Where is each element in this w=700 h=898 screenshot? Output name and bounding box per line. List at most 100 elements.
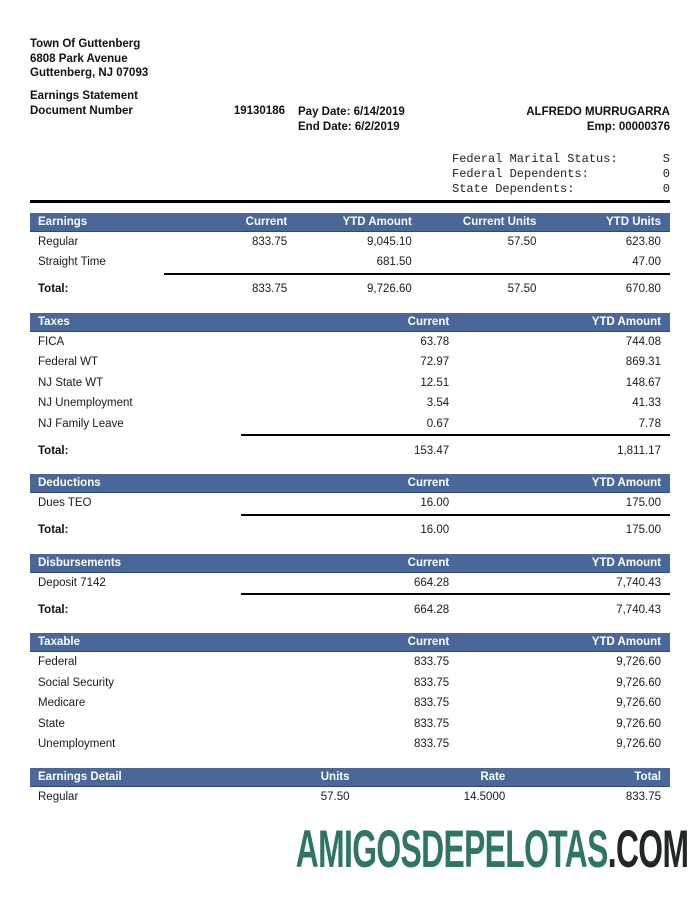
employee-number-label: Emp:	[586, 120, 616, 133]
employee-number-value: 00000376	[618, 120, 670, 133]
table-header-row: Taxes Current YTD Amount	[30, 312, 670, 332]
total-row: Total: 833.75 9,726.60 57.50 670.80	[30, 279, 670, 300]
table-header-row: Earnings Detail Units Rate Total	[30, 767, 670, 787]
earnings-detail-section: Earnings Detail Units Rate Total Regular 57.5…	[30, 767, 670, 808]
document-info-row: Document Number 19130186 Pay Date: 6/14/…	[30, 105, 670, 135]
total-value: 664.28	[413, 603, 450, 616]
cell-value: 148.67	[625, 376, 661, 389]
total-value: 175.00	[625, 524, 661, 536]
cell-value: 833.75	[413, 738, 450, 751]
total-value: 670.80	[625, 283, 661, 295]
end-date-label: End Date:	[298, 120, 352, 133]
employer-address-block: Town Of Guttenberg 6808 Park Avenue Gutt…	[30, 37, 670, 81]
cell-value: 47.00	[632, 256, 661, 269]
row-label: NJ State WT	[38, 376, 104, 389]
column-header: Deductions	[38, 477, 101, 489]
column-header: YTD Amount	[591, 477, 661, 489]
cell-value: 9,726.60	[616, 738, 661, 751]
employer-address-line2: Guttenberg, NJ 07093	[30, 67, 149, 79]
column-header: Current	[245, 215, 288, 228]
tax-status-label: State Dependents:	[452, 181, 575, 196]
cell-value: 12.51	[420, 376, 450, 389]
column-header: Current	[407, 556, 450, 569]
document-number-label: Document Number	[30, 104, 133, 117]
cell-value: 9,726.60	[616, 717, 661, 730]
cell-value: 57.50	[507, 235, 537, 248]
tax-status-value: S	[662, 151, 670, 166]
header-divider	[30, 199, 670, 203]
cell-value: 9,726.60	[616, 697, 661, 710]
tax-status-line: State Dependents: 0	[452, 182, 670, 197]
row-label: Deposit 7142	[38, 576, 106, 589]
document-number-value: 19130186	[233, 104, 285, 117]
column-header: Taxable	[38, 636, 80, 648]
tax-status-line: Federal Marital Status: S	[452, 152, 670, 167]
cell-value: 9,045.10	[367, 235, 412, 248]
table-row: NJ State WT 12.51 148.67	[30, 373, 670, 394]
pay-period-dates: Pay Date: 6/14/2019 End Date: 6/2/2019	[298, 105, 405, 135]
table-row: State 833.75 9,726.60	[30, 714, 670, 735]
total-value: 833.75	[252, 283, 288, 295]
tax-status-line: Federal Dependents: 0	[452, 167, 670, 182]
deductions-section: Deductions Current YTD Amount Dues TEO 16.00…	[30, 474, 670, 541]
table-header-row: Earnings Current YTD Amount Current Units YT…	[30, 212, 670, 232]
cell-value: 72.97	[420, 356, 450, 369]
watermark-brand-text: AMIGOSDEPELOTAS	[295, 820, 608, 879]
cell-value: 3.54	[426, 397, 450, 410]
tax-status-label: Federal Marital Status:	[452, 151, 618, 166]
table-row: Regular 57.50 14.5000 833.75	[30, 787, 670, 808]
employee-name: ALFREDO MURRUGARRA	[526, 105, 670, 118]
row-label: Regular	[38, 235, 79, 248]
cell-value: 833.75	[413, 676, 450, 689]
tax-status-label: Federal Dependents:	[452, 166, 589, 181]
cell-value: 0.67	[426, 417, 450, 430]
total-divider	[164, 272, 670, 275]
row-label: Unemployment	[38, 738, 116, 751]
end-date-value: 6/2/2019	[354, 120, 400, 133]
cell-value: 7.78	[638, 417, 661, 430]
cell-value: 833.75	[413, 697, 450, 710]
total-divider	[241, 593, 670, 595]
row-label: Federal WT	[38, 356, 99, 369]
pay-date-label: Pay Date:	[298, 105, 351, 118]
cell-value: 623.80	[625, 235, 661, 248]
column-header: YTD Units	[606, 215, 661, 228]
pay-date-line: Pay Date: 6/14/2019	[298, 105, 405, 120]
disbursements-section: Disbursements Current YTD Amount Deposit 71…	[30, 553, 670, 621]
column-header: Earnings	[38, 215, 88, 228]
total-label: Total:	[38, 524, 69, 536]
cell-value: 664.28	[413, 576, 450, 589]
pay-date-value: 6/14/2019	[353, 105, 405, 118]
row-label: Regular	[38, 790, 79, 803]
taxes-section: Taxes Current YTD Amount FICA 63.78 744.08 Fed…	[30, 312, 670, 462]
table-row: Deposit 7142 664.28 7,740.43	[30, 573, 670, 594]
column-header: Earnings Detail	[38, 770, 122, 783]
cell-value: 869.31	[625, 356, 661, 369]
total-value: 57.50	[507, 283, 537, 295]
row-label: NJ Unemployment	[38, 397, 133, 410]
taxable-section: Taxable Current YTD Amount Federal 833.75 9,7…	[30, 633, 670, 755]
table-row: Straight Time 681.50 47.00	[30, 252, 670, 273]
total-value: 9,726.60	[367, 283, 412, 295]
cell-value: 14.5000	[463, 790, 506, 803]
row-label: FICA	[38, 335, 65, 348]
table-row: FICA 63.78 744.08	[30, 332, 670, 353]
cell-value: 681.50	[376, 256, 412, 269]
column-header: Taxes	[38, 315, 70, 328]
cell-value: 833.75	[252, 235, 288, 248]
end-date-line: End Date: 6/2/2019	[298, 120, 405, 135]
cell-value: 9,726.60	[616, 676, 661, 689]
total-value: 7,740.43	[616, 603, 661, 616]
tax-status-value: 0	[662, 181, 670, 196]
tax-status-value: 0	[662, 166, 670, 181]
spacer	[405, 105, 526, 135]
total-row: Total: 153.47 1,811.17	[30, 440, 670, 461]
table-row: Social Security 833.75 9,726.60	[30, 673, 670, 694]
total-row: Total: 664.28 7,740.43	[30, 599, 670, 620]
table-header-row: Deductions Current YTD Amount	[30, 474, 670, 493]
column-header: Current	[407, 315, 450, 328]
total-label: Total:	[38, 603, 69, 616]
column-header: YTD Amount	[591, 315, 661, 328]
total-value: 153.47	[413, 444, 450, 457]
